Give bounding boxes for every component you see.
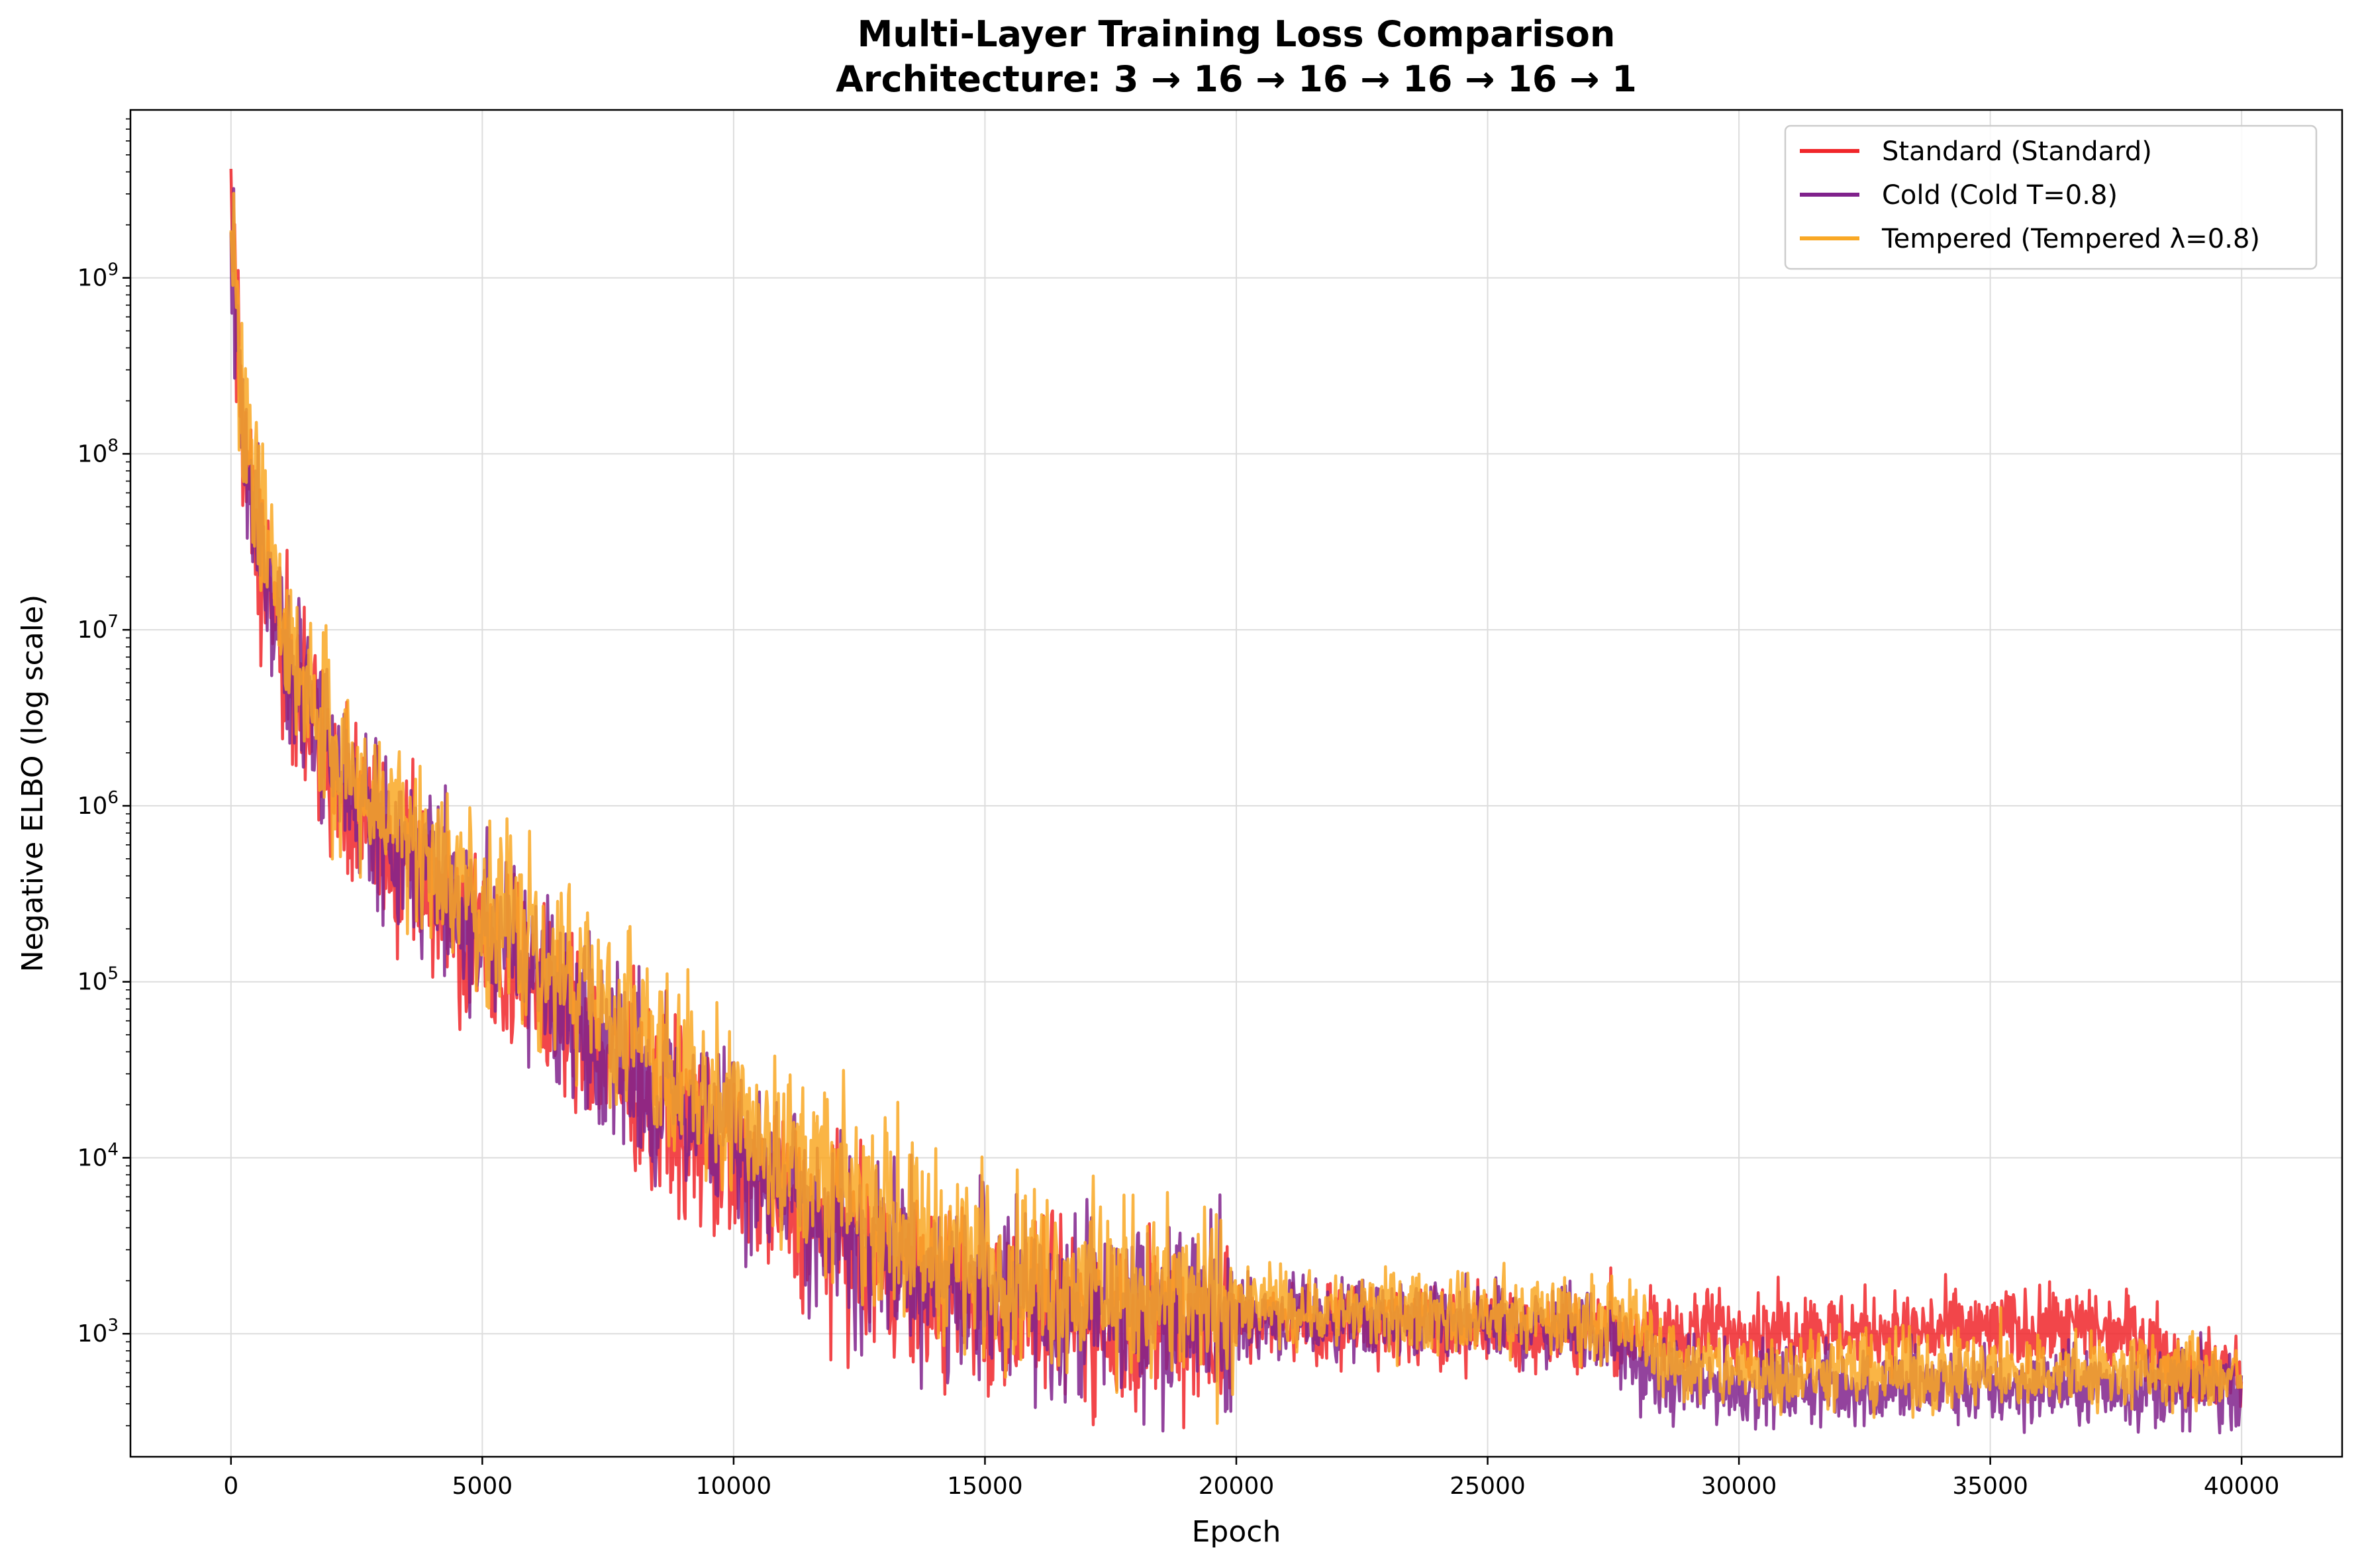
x-tick-label: 5000 [452,1473,513,1500]
y-tick-label: 104 [77,1140,119,1171]
x-tick-label: 30000 [1701,1473,1777,1500]
x-tick-label: 10000 [696,1473,772,1500]
y-tick-label: 106 [77,788,119,820]
y-tick-label: 108 [77,436,119,467]
x-tick-label: 20000 [1199,1473,1275,1500]
x-tick-label: 40000 [2204,1473,2280,1500]
x-tick-label: 0 [223,1473,238,1500]
legend-box [1784,124,2318,270]
x-tick-label: 35000 [1952,1473,2028,1500]
series-line-3 [229,191,2243,1425]
legend-label: Standard (Standard) [1882,136,2152,167]
y-tick-label: 107 [77,612,119,644]
y-axis: 103 104 105 106 107 108 109 [77,118,130,1427]
legend: Standard (Standard) Cold (Cold T=0.8) Temp… [1784,124,2318,270]
x-tick-label: 25000 [1450,1473,1526,1500]
legend-label: Tempered (Tempered λ=0.8) [1881,224,2260,254]
series-layer [229,168,2243,1435]
y-axis-label: Negative ELBO (log scale) [16,595,50,973]
x-axis-label: Epoch [1192,1515,1281,1549]
y-tick-label: 103 [77,1316,119,1348]
y-tick-label: 105 [77,964,119,996]
chart-title: Multi-Layer Training Loss Comparison [858,13,1616,55]
legend-label: Cold (Cold T=0.8) [1882,180,2118,211]
y-tick-label: 109 [77,260,119,292]
x-axis: 0 5000 10000 15000 20000 25000 30000 35000 40000 [223,1457,2279,1500]
chart-subtitle: Architecture: 3 → 16 → 16 → 16 → 16 → 1 [836,58,1637,100]
x-tick-label: 15000 [947,1473,1023,1500]
